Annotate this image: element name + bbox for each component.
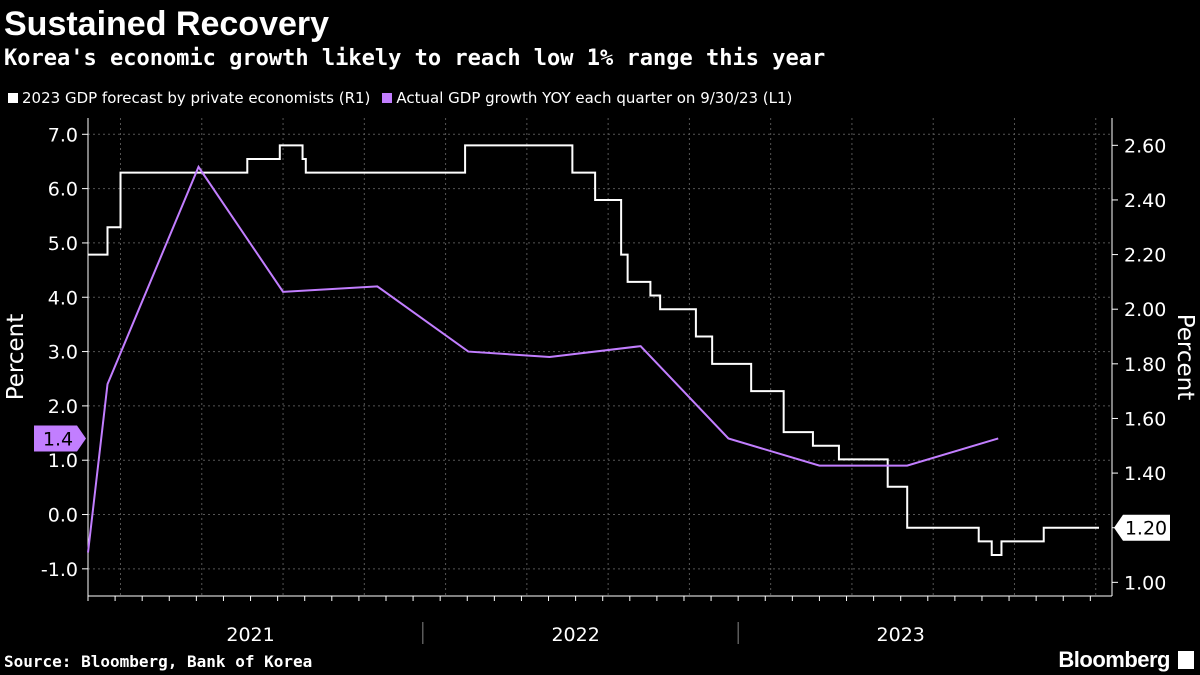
right-tick-label: 2.60 <box>1124 135 1166 157</box>
right-tick-label: 1.80 <box>1124 354 1166 376</box>
right-tick-label: 2.00 <box>1124 299 1166 321</box>
left-tick-label: 2.0 <box>48 396 78 418</box>
right-tick-label: 1.00 <box>1124 572 1166 594</box>
left-tick-label: 6.0 <box>48 179 78 201</box>
legend-entry-forecast: 2023 GDP forecast by private economists … <box>8 89 370 107</box>
chart-subtitle: Korea's economic growth likely to reach … <box>4 46 826 71</box>
left-tick-label: 3.0 <box>48 342 78 364</box>
right-tick-label: 1.40 <box>1124 463 1166 485</box>
legend-swatch-forecast <box>8 93 18 103</box>
right-tick-label: 2.20 <box>1124 245 1166 267</box>
left-tick-label: 0.0 <box>48 505 78 527</box>
series-line-actual <box>87 164 999 553</box>
left-tick-label: -1.0 <box>41 559 78 581</box>
right-axis-title: Percent <box>1172 314 1198 401</box>
left-tick-label: 7.0 <box>48 124 78 146</box>
bloomberg-logo: Bloomberg <box>1058 647 1170 672</box>
last-value-tag-left <box>34 425 86 452</box>
x-year-label: 2021 <box>226 624 274 646</box>
legend-entry-actual: Actual GDP growth YOY each quarter on 9/… <box>382 89 792 107</box>
legend: 2023 GDP forecast by private economists … <box>8 89 804 107</box>
source-note: Source: Bloomberg, Bank of Korea <box>4 652 313 671</box>
last-value-label-left: 1.4 <box>43 428 73 450</box>
left-tick-label: 5.0 <box>48 233 78 255</box>
left-tick-label: 1.0 <box>48 450 78 472</box>
last-value-tag-right <box>1114 514 1170 541</box>
legend-label-forecast: 2023 GDP forecast by private economists … <box>22 89 371 107</box>
x-year-label: 2023 <box>877 624 925 646</box>
left-axis-title: Percent <box>3 314 29 401</box>
chart-title: Sustained Recovery <box>4 5 330 43</box>
x-year-label: 2022 <box>551 624 599 646</box>
bloomberg-mark-icon <box>1178 651 1194 669</box>
last-value-label-right: 1.20 <box>1125 518 1167 540</box>
series-line-forecast <box>88 144 1099 557</box>
legend-label-actual: Actual GDP growth YOY each quarter on 9/… <box>396 89 793 107</box>
right-tick-label: 1.60 <box>1124 408 1166 430</box>
left-tick-label: 4.0 <box>48 287 78 309</box>
right-tick-label: 2.40 <box>1124 190 1166 212</box>
legend-swatch-actual <box>382 93 393 103</box>
